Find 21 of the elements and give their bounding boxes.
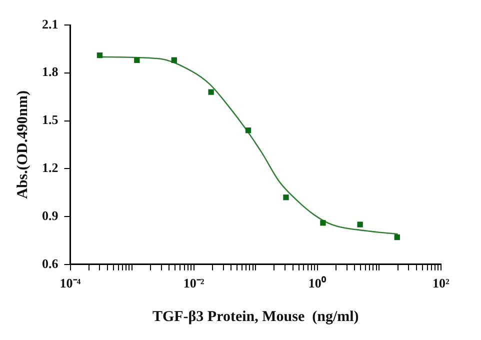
point	[245, 128, 252, 134]
y-tick-label: 1.2	[42, 160, 58, 175]
y-tick-label: 1.8	[42, 64, 59, 80]
y-tick-label: 1.5	[42, 112, 59, 128]
point	[208, 89, 214, 95]
point	[357, 222, 363, 228]
y-tick-label: 2.1	[42, 16, 58, 32]
point	[134, 57, 140, 63]
y-axis-title: Abs.(OD.490nm)	[14, 90, 31, 199]
y-tick-label: 0.9	[42, 208, 59, 223]
y-tick-label: 0.6	[42, 256, 59, 271]
x-tick-label: 10²	[432, 276, 450, 291]
x-tick-label: 10⁻⁴	[60, 276, 81, 291]
x-tick-label: 10⁻²	[183, 276, 204, 291]
point	[283, 194, 289, 200]
x-axis-title: TGF-β3 Protein, Mouse (ng/ml)	[152, 308, 359, 325]
point	[96, 52, 103, 58]
point	[394, 234, 400, 240]
x-tick-label: 10⁰	[308, 276, 326, 291]
point	[171, 57, 177, 63]
point	[320, 220, 326, 226]
